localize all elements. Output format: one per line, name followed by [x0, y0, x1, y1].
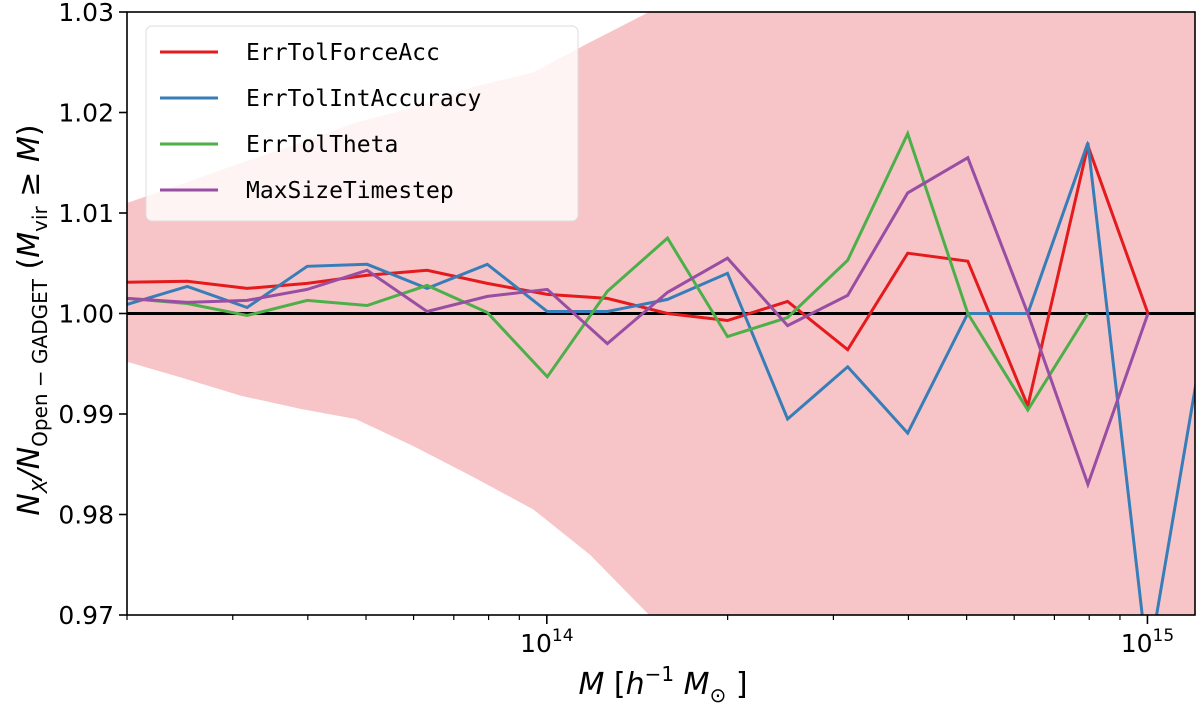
y-axis-ticks: 1.03 1.02 1.01 1.00 0.99 0.98 0.97 [58, 0, 127, 630]
y-tick-label: 1.01 [58, 199, 114, 228]
y-tick-label: 1.03 [58, 0, 114, 27]
legend-label-errtolforceacc: ErrTolForceAcc [246, 40, 440, 66]
series-line-maxsizetimestep [127, 155, 1150, 489]
series-line-errtoltheta [127, 129, 1090, 413]
x-tick-label: 1014 [520, 626, 573, 658]
x-axis-label: M [h−1 M⊙ ] [578, 662, 747, 704]
y-tick-label: 0.99 [58, 400, 114, 429]
series-layer [127, 129, 1195, 615]
legend: ErrTolForceAcc ErrTolIntAccuracy ErrTolThe… [145, 25, 579, 222]
y-tick-label: 0.97 [58, 601, 114, 630]
x-axis-ticks: 1014 1015 [126, 615, 1174, 658]
x-tick-label: 1015 [1121, 626, 1174, 658]
y-axis-label: NX/NOpen − GADGET (Mvir ≥ M) [12, 124, 52, 515]
legend-label-errtoltheta: ErrTolTheta [246, 132, 398, 158]
y-tick-label: 0.98 [58, 501, 114, 530]
legend-label-errtolintaccuracy: ErrTolIntAccuracy [246, 86, 481, 112]
y-tick-label: 1.00 [58, 300, 114, 329]
legend-label-maxsizetimestep: MaxSizeTimestep [246, 178, 454, 204]
y-tick-label: 1.02 [58, 99, 114, 128]
legend-box [145, 25, 579, 222]
